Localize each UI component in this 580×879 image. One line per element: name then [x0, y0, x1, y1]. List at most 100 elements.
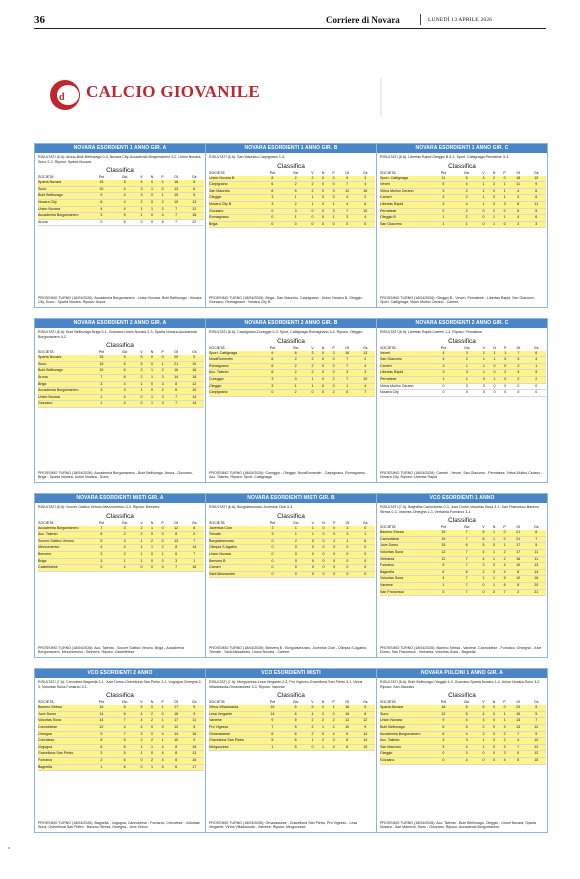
- stat-cell: 5: [112, 737, 137, 745]
- table-row: Trecate 3 1 1 0 0 3 1: [209, 531, 375, 539]
- stat-cell: 15: [90, 361, 113, 369]
- table-row: Mergozzese 1 5 0 1 4 8 15: [209, 744, 375, 752]
- stat-cell: 0: [317, 221, 329, 229]
- stat-cell: 4: [432, 356, 455, 364]
- stat-cell: 2: [307, 188, 318, 196]
- box-title: NOVARA ESORDIENTI 2 ANNO GIR. B: [206, 319, 376, 328]
- stat-cell: 15: [90, 355, 113, 362]
- stat-cell: 13: [355, 350, 375, 358]
- stat-cell: 0: [328, 194, 339, 202]
- stat-cell: 2: [146, 737, 158, 745]
- results-text: RISULTATI (6 A): Libertas Rapid-Oleggio …: [380, 155, 510, 159]
- stat-cell: 0: [488, 717, 500, 725]
- stat-cell: 0: [136, 564, 147, 572]
- next-round-text: PROSSIMO TURNO (18/04/2026): Briga - San…: [209, 295, 364, 305]
- stat-cell: 1: [136, 387, 147, 395]
- stat-cell: 4: [338, 201, 356, 209]
- stat-cell: 0: [355, 571, 375, 579]
- stat-cell: 16: [338, 350, 356, 358]
- stat-cell: 0: [478, 221, 489, 229]
- stat-cell: 2: [112, 531, 137, 539]
- stat-cell: 3: [261, 383, 284, 391]
- standings-label: Classifica: [277, 337, 305, 345]
- stat-cell: 2: [500, 369, 511, 377]
- stat-cell: 2: [307, 181, 318, 189]
- stat-cell: 5: [112, 355, 137, 362]
- team-name: Arona: [38, 219, 90, 227]
- section-title: CALCIO GIOVANILE: [86, 82, 261, 101]
- stat-cell: 1: [157, 717, 168, 725]
- stat-cell: 1: [478, 369, 489, 377]
- stat-cell: 3: [478, 175, 489, 183]
- standings-label: Classifica: [277, 692, 305, 700]
- team-name: Virtus Mulino Cerano: [380, 383, 432, 391]
- stat-cell: 2: [454, 194, 479, 202]
- team-name: Acc. Talento: [209, 369, 261, 377]
- stat-cell: 4: [136, 724, 147, 732]
- team-name: Bulè Bellinzago: [38, 192, 90, 200]
- stat-cell: 6: [499, 582, 510, 590]
- stat-cell: 1: [136, 744, 147, 752]
- stat-cell: 0: [499, 705, 510, 712]
- standings-table: SOCIETA' Pnt Gio V N P Gf Gs Baveno Stresa 15 6 5 0 1…: [38, 700, 204, 772]
- stat-cell: 14: [355, 731, 375, 739]
- stat-cell: 6: [526, 194, 546, 202]
- column-header: SOCIETA': [380, 525, 397, 530]
- stat-cell: 1: [454, 221, 479, 229]
- stat-cell: 0: [339, 544, 356, 552]
- stat-cell: 2: [283, 181, 308, 189]
- stat-cell: 2: [307, 363, 318, 371]
- stat-cell: 6: [283, 705, 308, 712]
- stat-cell: 8: [167, 750, 185, 758]
- stat-cell: 5: [261, 737, 284, 745]
- stat-cell: 1: [488, 530, 500, 537]
- stat-cell: 6: [112, 705, 137, 712]
- stat-cell: 1: [499, 188, 510, 196]
- team-name: Mezzomerico: [38, 544, 90, 552]
- stat-cell: 1: [478, 350, 489, 358]
- standings-box: VCO ESORDIENTI 2 ANNO RISULTATI (7 A): Cr…: [34, 668, 206, 833]
- stat-cell: 0: [146, 199, 158, 207]
- stat-cell: 1: [328, 705, 339, 712]
- table-row: Borgolavezzaro 0 2 0 0 2 1 6: [209, 538, 375, 546]
- table-row: Bagnella 1 6 0 1 5 6 17: [38, 764, 204, 772]
- stat-cell: 4: [454, 717, 479, 725]
- stat-cell: 1: [90, 764, 113, 772]
- standings-label: Classifica: [448, 692, 476, 700]
- stat-cell: 2: [283, 369, 308, 377]
- stat-cell: 7: [526, 536, 546, 544]
- stat-cell: 1: [90, 400, 113, 408]
- column-header: SOCIETA': [38, 520, 55, 525]
- team-name: Suno: [38, 361, 90, 369]
- stat-cell: 3: [90, 387, 113, 395]
- stat-cell: 6: [454, 542, 479, 550]
- team-name: Bulè Bellinzago: [380, 724, 432, 732]
- team-name: Accademia Borgomanero: [380, 731, 432, 739]
- stat-cell: 14: [355, 737, 375, 745]
- team-name: Borgolavezzaro: [209, 538, 261, 546]
- stat-cell: 3: [526, 221, 546, 229]
- stat-cell: 18: [509, 175, 527, 183]
- stat-cell: 10: [184, 387, 204, 395]
- stat-cell: 3: [499, 744, 510, 752]
- stat-cell: 6: [478, 536, 489, 544]
- column-header: Pnt: [269, 520, 276, 525]
- column-header: Pnt: [440, 700, 447, 705]
- stat-cell: 3: [432, 737, 455, 745]
- column-header: Pnt: [440, 345, 447, 350]
- stat-cell: 0: [261, 389, 284, 397]
- stat-cell: 14: [90, 711, 113, 719]
- column-header: V: [311, 520, 315, 525]
- stat-cell: 7: [338, 181, 356, 189]
- stat-cell: 1: [488, 575, 500, 583]
- stat-cell: 0: [355, 544, 375, 552]
- stat-cell: 3: [90, 381, 113, 389]
- stat-cell: 6: [526, 350, 546, 358]
- stat-cell: 1: [488, 221, 500, 229]
- stat-cell: 3: [432, 201, 455, 209]
- stat-cell: 0: [283, 221, 308, 229]
- stat-cell: 6: [167, 551, 185, 559]
- column-header: P: [332, 170, 335, 175]
